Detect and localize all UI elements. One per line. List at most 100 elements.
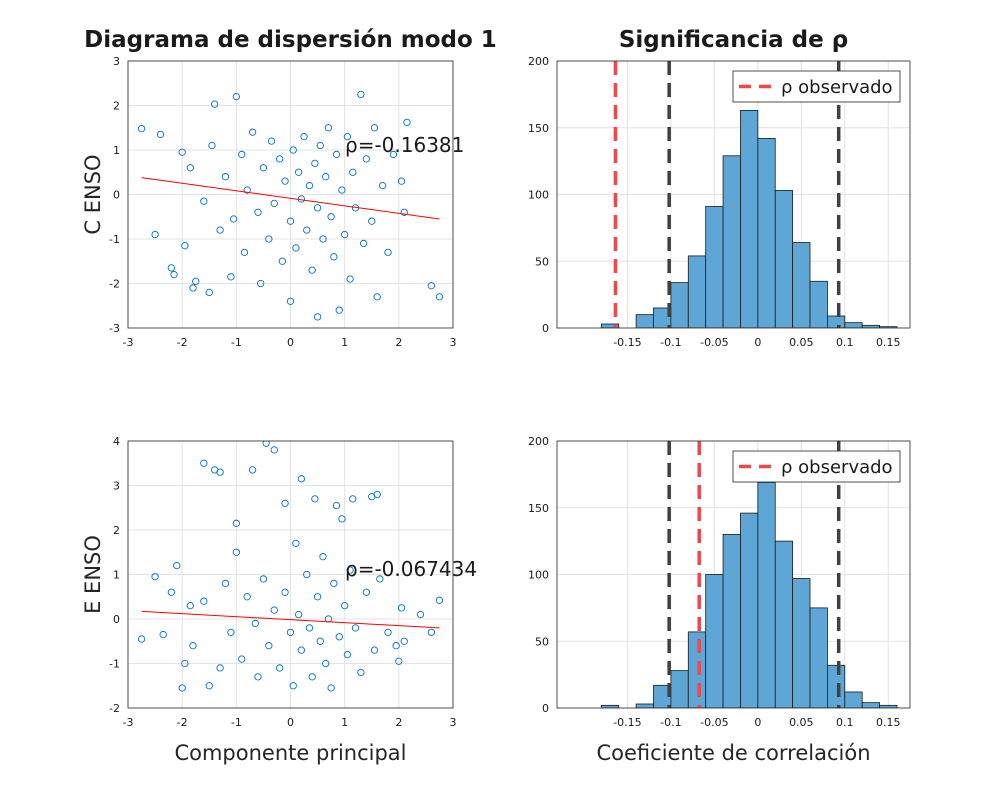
point (189, 642, 197, 650)
bar (792, 578, 811, 708)
point (373, 293, 381, 301)
y-tick-label: 0 (113, 613, 120, 626)
x-tick-label: -0.05 (700, 716, 728, 729)
bar (687, 255, 707, 328)
point (259, 164, 268, 172)
point (403, 118, 411, 127)
point (251, 619, 259, 628)
point (319, 235, 327, 243)
point (281, 588, 289, 596)
y-tick-label: 3 (113, 480, 120, 493)
x-tick-label: 1 (341, 716, 348, 729)
marks (600, 441, 898, 708)
point (216, 664, 224, 672)
point (397, 177, 406, 185)
point (357, 668, 365, 677)
x-tick-label: 0.1 (836, 716, 854, 729)
x-tick-label: 0 (287, 336, 294, 349)
y-tick-label: 3 (113, 55, 120, 68)
point (305, 181, 314, 190)
y-tick-label: 150 (528, 502, 549, 515)
point (373, 490, 381, 499)
point (435, 596, 444, 604)
chart-title: Significancia de ρ (619, 27, 848, 53)
point (232, 519, 240, 527)
point (389, 150, 398, 159)
point (267, 137, 276, 145)
point (294, 610, 303, 619)
bar (774, 190, 794, 328)
point (216, 468, 224, 476)
y-tick-label: 200 (528, 435, 549, 448)
axes-box (127, 440, 454, 709)
point (181, 242, 189, 250)
y-tick-label: 0 (542, 702, 549, 715)
bar (774, 540, 794, 708)
point (346, 275, 354, 283)
point (384, 628, 392, 636)
bar (600, 704, 620, 708)
point (208, 141, 216, 150)
x-tick-label: 0.15 (876, 336, 901, 349)
point (170, 270, 178, 279)
fit-line (141, 610, 440, 629)
bar (670, 670, 689, 708)
x-tick-label: 3 (450, 716, 457, 729)
point (311, 159, 319, 168)
point (316, 637, 324, 645)
point (351, 624, 360, 632)
y-tick-label: -3 (109, 322, 120, 335)
point (359, 239, 368, 248)
marks (137, 441, 444, 692)
point (286, 217, 295, 225)
panel: -3 -2 -1 0 1 2 3 -3 -2 -1 0 1 2 3 ρ=-0.16381 Diagrama d… (81, 27, 497, 349)
point (270, 446, 278, 454)
point (167, 588, 175, 596)
point (305, 624, 314, 632)
point (186, 602, 194, 610)
y-tick-label: 100 (528, 189, 549, 202)
point (294, 168, 303, 176)
x-tick-label: -2 (177, 716, 188, 729)
point (313, 204, 322, 212)
bar (635, 703, 654, 708)
bar (879, 326, 898, 328)
bar (844, 322, 863, 328)
point (292, 244, 300, 252)
x-tick-label: -3 (123, 336, 134, 349)
point (343, 650, 352, 659)
point (397, 604, 406, 612)
x-tick-label: -0.05 (700, 336, 728, 349)
bar (809, 607, 828, 708)
point (192, 277, 200, 285)
point (297, 475, 305, 483)
point (392, 642, 400, 650)
x-tick-label: 0.05 (789, 716, 814, 729)
y-tick-label: 2 (113, 524, 120, 537)
x-tick-label: -0.15 (613, 716, 641, 729)
y-tick-label: 1 (113, 144, 120, 157)
point (205, 288, 213, 297)
point (332, 501, 341, 510)
point (313, 313, 322, 321)
x-tick-label: 2 (395, 716, 402, 729)
y-tick-label: 150 (528, 122, 549, 135)
y-tick-label: 1 (113, 569, 120, 582)
point (341, 602, 349, 610)
point (316, 141, 324, 150)
fit-line (141, 177, 440, 220)
point (248, 466, 257, 474)
x-tick-label: 1 (341, 336, 348, 349)
point (400, 637, 408, 645)
point (322, 659, 330, 668)
point (232, 548, 240, 556)
point (384, 248, 392, 257)
point (227, 628, 235, 636)
point (322, 173, 330, 181)
bar (705, 206, 724, 328)
point (376, 575, 384, 583)
bar (827, 315, 846, 328)
annotation: ρ=-0.067434 (345, 557, 477, 581)
point (178, 148, 186, 156)
bar (827, 664, 846, 708)
